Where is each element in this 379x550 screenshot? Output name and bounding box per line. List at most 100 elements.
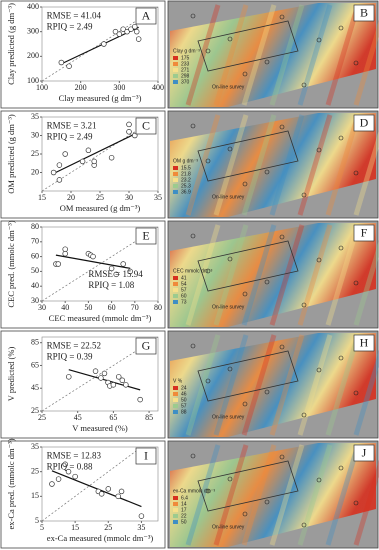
data-point — [101, 41, 107, 47]
legend-swatch — [173, 166, 178, 170]
map-stripe — [213, 224, 249, 326]
y-tick-label: 300 — [27, 26, 39, 35]
map-stripe — [241, 334, 277, 436]
sample-site — [190, 123, 196, 129]
rpiq-label: RPIQ = 0.39 — [47, 351, 93, 361]
map-stripe — [353, 349, 379, 436]
sample-site — [353, 60, 359, 66]
y-tick-label: 25 — [31, 406, 39, 415]
data-point — [115, 374, 122, 380]
map-stripe — [353, 19, 379, 106]
sample-site — [264, 279, 270, 285]
sample-site — [190, 13, 196, 19]
legend-value: 15.5 — [181, 165, 191, 171]
map-stripe — [269, 334, 305, 436]
x-tick-label: 40 — [61, 303, 69, 312]
field — [170, 333, 376, 437]
sample-site — [264, 59, 270, 65]
legend-value: 233 — [181, 61, 190, 67]
sample-site — [353, 170, 359, 176]
data-point — [105, 486, 112, 492]
data-point — [85, 147, 92, 154]
fit-line — [68, 369, 141, 391]
x-tick-label: 15 — [38, 193, 46, 202]
map-stripe — [297, 114, 333, 216]
legend-title: OM g dm⁻³ — [173, 158, 198, 164]
sample-site — [353, 500, 359, 506]
data-point — [98, 491, 105, 497]
field — [170, 443, 376, 547]
sample-site — [301, 522, 307, 528]
y-tick-label: 50 — [31, 266, 39, 275]
x-tick-label: 35 — [137, 523, 145, 532]
map-stripe — [325, 334, 361, 436]
data-point — [56, 177, 63, 183]
sample-site — [316, 257, 322, 263]
map-note: On-line survey — [212, 194, 245, 200]
x-tick-label: 5 — [40, 523, 44, 532]
legend-swatch — [173, 520, 178, 524]
rpiq-label: RPIQ = 2.49 — [47, 131, 93, 141]
legend-swatch — [173, 68, 178, 72]
field — [170, 3, 376, 107]
sample-site — [279, 124, 285, 130]
y-axis-label: OM predicted (g dm⁻³) — [6, 114, 16, 194]
legend-swatch — [173, 300, 178, 304]
rpiq-label: RPIQ = 1.08 — [88, 280, 134, 290]
rmse-label: RMSE = 41.04 — [47, 10, 102, 20]
data-point — [133, 28, 140, 35]
rpiq-label: RPIQ = 0.88 — [47, 461, 93, 471]
x-tick-label: 25 — [38, 413, 46, 422]
legend-value: 50 — [181, 519, 187, 525]
legend-title: Clay g dm⁻³ — [173, 48, 200, 54]
legend-swatch — [173, 190, 178, 194]
map-stripe — [297, 444, 333, 546]
legend-value: 271 — [181, 67, 190, 73]
legend-swatch — [173, 80, 178, 84]
data-point — [113, 271, 119, 278]
panel-letter-box — [353, 334, 375, 352]
map-stripe — [325, 114, 361, 216]
legend-value: 23.2 — [181, 177, 191, 183]
y-tick-label: 35 — [31, 112, 39, 121]
data-point — [66, 63, 72, 69]
legend-value: 41 — [181, 275, 187, 281]
map-stripe — [213, 444, 249, 546]
y-tick-label: 70 — [31, 237, 39, 246]
data-point — [128, 26, 134, 32]
data-point — [123, 382, 129, 388]
x-tick-label: 45 — [74, 413, 82, 422]
sample-site — [205, 488, 211, 494]
sample-site — [338, 25, 344, 31]
data-point — [120, 26, 126, 32]
survey-area — [197, 240, 299, 292]
sample-site — [316, 367, 322, 373]
y-axis-label: CEC pred. (mmolc dm⁻³) — [6, 220, 16, 307]
y-tick-label: 25 — [31, 466, 39, 475]
legend-swatch — [173, 404, 178, 408]
y-tick-label: 35 — [31, 442, 39, 451]
panel-letter-box — [135, 447, 157, 465]
legend-value: 175 — [181, 55, 190, 61]
data-point — [132, 23, 138, 30]
sample-site — [264, 499, 270, 505]
sample-site — [338, 245, 344, 251]
data-point — [58, 59, 65, 66]
one-to-one-line — [41, 6, 159, 82]
field — [170, 113, 376, 217]
legend-value: 50 — [181, 397, 187, 403]
x-tick-label: 35 — [154, 193, 162, 202]
y-tick-label: 400 — [27, 2, 39, 11]
sample-site — [338, 355, 344, 361]
y-tick-label: 100 — [27, 76, 39, 85]
map-stripe — [269, 224, 305, 326]
map-note: On-line survey — [212, 414, 245, 420]
map-stripe — [325, 444, 361, 546]
map-stripe — [297, 224, 333, 326]
y-tick-label: 65 — [31, 360, 39, 369]
panel-frame — [0, 220, 166, 329]
map-note: On-line survey — [212, 304, 245, 310]
rmse-label: RMSE = 3.21 — [47, 120, 97, 130]
data-point — [137, 396, 143, 403]
legend-value: 17 — [181, 507, 187, 513]
